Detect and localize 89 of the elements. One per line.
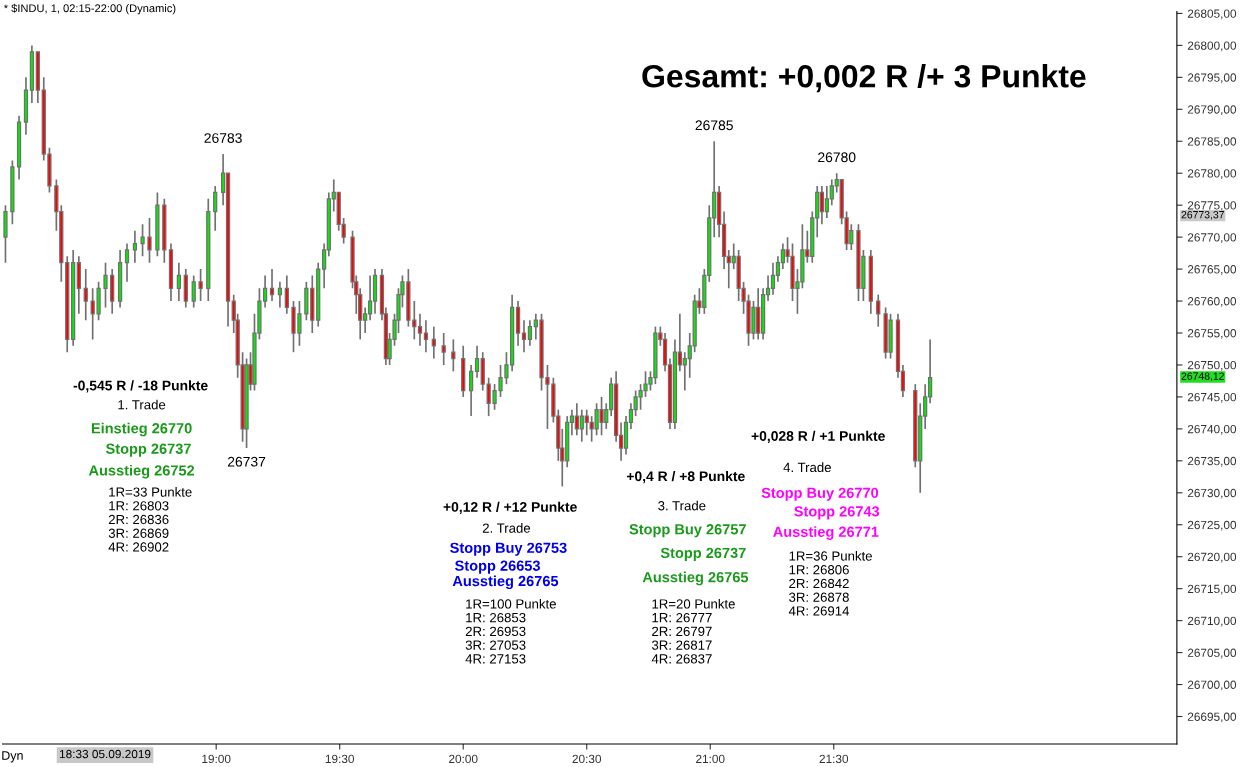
y-tick-label: 26800,00 [1187,41,1237,52]
candlestick [269,268,275,302]
candlestick [140,223,145,258]
y-tick-label: 26805,00 [1187,9,1237,20]
text: Gesamt: +0,002 R /+ 3 Punkte [642,64,1086,93]
annotation: 26785 [695,120,733,131]
annotation: +0,4 R / +8 Punkte [626,470,745,484]
candlestick [423,319,429,354]
candlestick [147,217,152,264]
text: 18:33 05.09.2019 [59,749,151,759]
annotation: +0,028 R / +1 Punkte [751,430,885,443]
candlestick [527,319,533,347]
y-tick-label: 26715,00 [1187,584,1237,595]
annotation: 3. Trade [658,500,706,511]
candlestick [876,293,881,328]
candlestick [103,261,108,309]
annotation: 4. Trade [783,462,831,473]
candlestick [431,325,436,360]
annotation: 1. Trade [118,399,166,410]
text: Dyn [2,751,23,763]
annotation: 1R=20 Punkte 1R: 26777 2R: 26797 3R: 26817 4R: 26837 [651,598,735,664]
chart-title: * $INDU, 1, 02:15-22:00 (Dynamic) [3,3,176,15]
annotation: Stopp 26653 [455,560,540,574]
candlestick [132,229,138,264]
annotation: Stopp Buy 26770 [761,487,879,501]
annotation: 2. Trade [482,523,531,533]
annotation: Ausstieg 26765 [452,575,559,590]
candlestick [770,261,776,296]
y-tick-label: 26710,00 [1187,616,1237,627]
y-tick-label: 26790,00 [1187,105,1237,116]
annotation: Einstieg 26770 [91,422,192,437]
annotation: 1R=33 Punkte 1R: 26803 2R: 26836 3R: 26869 4R: 26902 [108,487,192,552]
y-tick-label: 26760,00 [1187,297,1237,307]
annotation: 26737 [227,456,266,467]
candlestick [468,364,474,417]
candlestick [521,319,527,354]
candlestick [176,261,182,302]
candlestick [124,242,130,283]
y-tick-label: 26755,00 [1187,329,1237,339]
candlestick [441,332,446,366]
y-tick-label: 26745,00 [1187,392,1237,403]
candlestick [474,344,480,379]
candlestick [213,185,218,232]
y-tick-label: 26775,00 [1187,201,1237,211]
y-tick-label: 26765,00 [1187,265,1237,275]
x-tick-label: 21:30 [819,754,849,764]
x-tick-label: 19:30 [325,754,355,764]
y-tick-label: 26740,00 [1187,424,1237,435]
y-tick-label: 26770,00 [1187,233,1237,243]
annotation: Ausstieg 26752 [88,464,195,479]
annotation: Stopp 26737 [105,443,191,457]
y-tick-label: 26725,00 [1187,520,1237,531]
annotation: 1R=36 Punkte 1R: 26806 2R: 26842 3R: 26878 4R: 26914 [788,550,872,616]
annotation: 26783 [204,133,242,143]
candlestick [198,268,203,302]
y-tick-label: 26705,00 [1187,648,1237,659]
x-tick-label: 21:00 [696,754,725,764]
y-tick-label: 26720,00 [1187,552,1237,563]
candlestick [819,185,825,226]
candlestick [277,281,283,309]
candlestick [367,274,373,322]
candlestick [191,274,196,309]
candlestick [417,312,423,347]
annotation: -0,545 R / -18 Punkte [73,380,208,393]
text: 26748,12 [1181,372,1224,382]
x-tick-label: 20:00 [449,754,478,764]
text: 26773,37 [1181,211,1224,220]
y-tick-label: 26735,00 [1187,456,1237,467]
annotation: +0,12 R / +12 Punkte [443,501,577,514]
annotation: Stopp Buy 26757 [629,524,746,538]
candlestick [83,268,88,322]
annotation: 1R=100 Punkte 1R: 26853 2R: 26953 3R: 27053 4R: 27153 [465,598,556,664]
y-tick-label: 26750,00 [1187,361,1237,371]
annotation: Ausstieg 26771 [773,526,879,540]
y-tick-label: 26695,00 [1187,712,1237,723]
annotation: 26780 [818,152,856,163]
y-tick-label: 26730,00 [1187,488,1237,499]
annotation: Stopp 26737 [660,547,746,561]
y-tick-label: 26700,00 [1187,680,1237,691]
y-tick-label: 26795,00 [1187,73,1237,84]
annotation: Stopp 26743 [794,506,880,520]
y-tick-label: 26780,00 [1187,169,1237,179]
y-tick-label: 26785,00 [1187,137,1237,148]
x-tick-label: 20:30 [572,754,602,764]
candlestick [284,274,289,315]
x-tick-label: 19:00 [202,754,231,764]
annotation: Stopp Buy 26753 [450,542,567,556]
annotation: Ausstieg 26765 [642,571,749,586]
candlestick [451,338,456,373]
